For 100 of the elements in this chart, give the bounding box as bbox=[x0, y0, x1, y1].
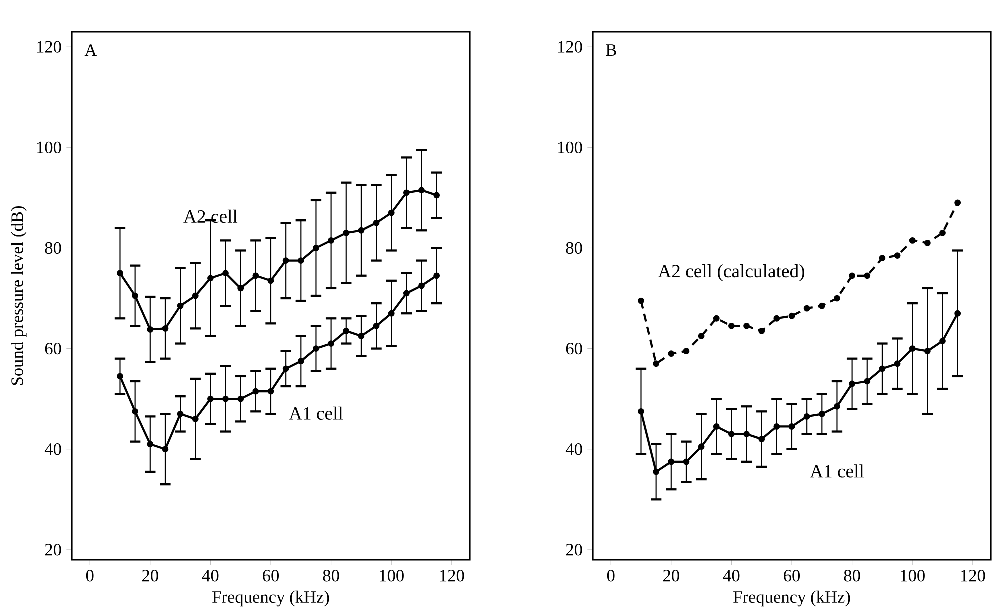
y-tick-label: 40 bbox=[44, 444, 62, 456]
point bbox=[388, 310, 395, 317]
point bbox=[638, 298, 644, 304]
point bbox=[132, 292, 139, 300]
y-tick-label: 60 bbox=[566, 342, 582, 355]
point bbox=[940, 230, 946, 236]
series-label: A1 cell bbox=[289, 406, 344, 420]
point bbox=[879, 366, 886, 372]
x-tick-label: 80 bbox=[844, 570, 860, 582]
point bbox=[834, 295, 840, 302]
y-tick-label: 100 bbox=[37, 142, 62, 154]
point bbox=[268, 278, 274, 284]
x-tick-label: 0 bbox=[607, 570, 615, 582]
point bbox=[879, 255, 886, 262]
x-tick-label: 100 bbox=[901, 570, 925, 582]
point bbox=[894, 252, 901, 259]
point bbox=[804, 305, 810, 312]
y-axis-title: Sound pressure level (dB) bbox=[11, 206, 27, 386]
series-label: A2 cell (calculated) bbox=[658, 264, 804, 282]
point bbox=[788, 424, 796, 430]
point bbox=[418, 187, 425, 194]
point bbox=[683, 348, 690, 355]
point bbox=[940, 338, 946, 344]
y-tick-label: 120 bbox=[37, 41, 62, 53]
text: A bbox=[84, 44, 98, 56]
point bbox=[328, 340, 335, 347]
point bbox=[373, 322, 380, 330]
point bbox=[758, 436, 766, 443]
point bbox=[343, 230, 350, 236]
point bbox=[653, 360, 660, 368]
point bbox=[638, 408, 644, 415]
point bbox=[653, 468, 660, 476]
point bbox=[849, 272, 856, 280]
point bbox=[864, 272, 871, 280]
point bbox=[728, 322, 735, 330]
point bbox=[238, 396, 244, 402]
point bbox=[954, 200, 962, 206]
point bbox=[222, 396, 229, 402]
point bbox=[698, 444, 705, 450]
point bbox=[252, 272, 260, 280]
point bbox=[713, 424, 720, 430]
point bbox=[818, 410, 826, 418]
x-axis-title: Frequency (kHz) bbox=[212, 590, 330, 607]
text: A1 cell bbox=[810, 464, 864, 478]
point bbox=[713, 315, 720, 322]
point bbox=[744, 431, 750, 438]
point bbox=[343, 328, 350, 334]
point bbox=[147, 326, 154, 333]
point bbox=[313, 245, 320, 252]
y-tick-label: 100 bbox=[558, 142, 582, 154]
point bbox=[177, 302, 184, 310]
point bbox=[162, 325, 169, 332]
x-tick-label: 20 bbox=[663, 570, 680, 582]
point bbox=[162, 446, 169, 453]
point bbox=[117, 270, 124, 277]
y-tick-label: 40 bbox=[566, 444, 582, 456]
point bbox=[298, 258, 304, 264]
point bbox=[268, 388, 274, 395]
point bbox=[744, 322, 750, 330]
point bbox=[418, 282, 425, 290]
text: A2 cell bbox=[184, 210, 238, 224]
y-tick-label: 80 bbox=[45, 242, 62, 254]
point bbox=[804, 413, 810, 420]
x-tick-label: 40 bbox=[202, 570, 219, 582]
x-tick-label: 40 bbox=[723, 570, 740, 582]
point bbox=[192, 292, 199, 300]
point bbox=[834, 403, 840, 410]
point bbox=[758, 328, 766, 334]
y-tick-label: 80 bbox=[566, 242, 582, 254]
x-tick-label: 120 bbox=[961, 570, 986, 582]
point bbox=[698, 333, 705, 340]
point bbox=[373, 220, 380, 226]
point bbox=[774, 315, 780, 322]
y-tick-label: 120 bbox=[558, 41, 582, 53]
point bbox=[177, 410, 184, 418]
point bbox=[924, 348, 931, 355]
point bbox=[132, 408, 139, 415]
point bbox=[147, 441, 154, 448]
point bbox=[403, 290, 410, 297]
point bbox=[728, 431, 735, 438]
point bbox=[328, 237, 335, 244]
point bbox=[282, 258, 290, 264]
point bbox=[434, 192, 440, 199]
point bbox=[403, 190, 410, 196]
x-tick-label: 120 bbox=[440, 570, 464, 582]
point bbox=[849, 380, 856, 388]
point bbox=[117, 373, 124, 380]
point bbox=[222, 270, 229, 277]
point bbox=[192, 416, 199, 422]
point bbox=[788, 312, 796, 320]
y-tick-label: 60 bbox=[45, 342, 62, 355]
point bbox=[909, 237, 916, 244]
x-tick-label: 20 bbox=[142, 570, 158, 582]
point bbox=[774, 424, 780, 430]
x-tick-label: 100 bbox=[380, 570, 404, 582]
point bbox=[313, 346, 320, 352]
x-tick-label: 0 bbox=[86, 570, 94, 582]
point bbox=[894, 360, 901, 368]
point bbox=[668, 458, 675, 466]
point bbox=[909, 346, 916, 352]
